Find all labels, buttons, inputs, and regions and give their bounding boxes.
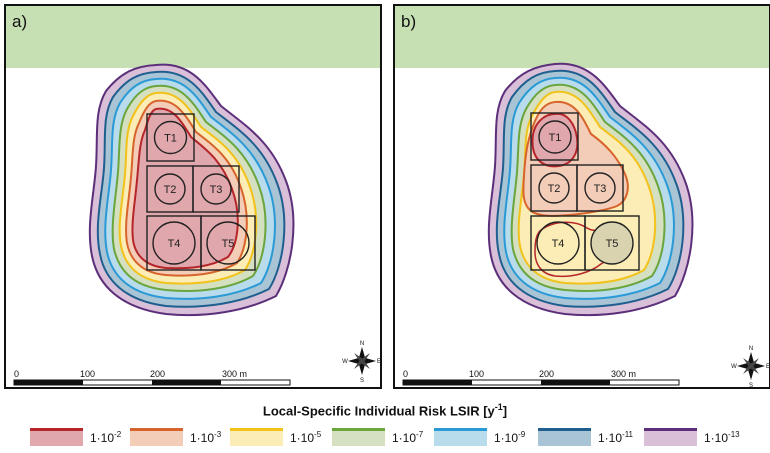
legend-swatch — [538, 428, 591, 446]
tank-circle — [206, 221, 250, 265]
panel-label: b) — [401, 12, 417, 31]
legend-title-close: ] — [502, 403, 508, 419]
south-letter: S — [749, 383, 753, 387]
legend-label: 1·10-9 — [494, 430, 526, 445]
tank-bund — [576, 164, 624, 212]
scale-bar: 0 100 200 300 m — [402, 369, 680, 386]
scale-tick: 200 — [539, 369, 554, 379]
legend-swatch — [332, 428, 385, 446]
contour-bands — [487, 62, 694, 317]
legend-label: 1·10-2 — [90, 430, 122, 445]
tank-label: T5 — [222, 238, 235, 250]
legend-label: 1·10-5 — [290, 430, 322, 445]
tank-label: T1 — [164, 133, 177, 145]
tank-label: T2 — [164, 184, 177, 196]
east-letter: E — [766, 364, 769, 370]
tank-circle — [154, 173, 186, 205]
legend-label: 1·10-13 — [704, 430, 740, 445]
contour-bands — [88, 63, 295, 317]
tank-circle — [152, 221, 196, 265]
tank-circle — [538, 172, 570, 204]
scale-tick: 200 — [150, 369, 165, 379]
tank-label: T3 — [594, 183, 607, 195]
panel-label: a) — [12, 12, 28, 31]
map-panel-a: a) T1 T2 T3 T4 T5 — [4, 4, 382, 389]
tank-bund — [192, 165, 240, 213]
tank-label: T3 — [210, 184, 223, 196]
scale-tick: 100 — [80, 369, 95, 379]
tank-circle — [538, 120, 572, 154]
legend-title-text: Local-Specific Individual Risk LSIR [y — [262, 403, 495, 419]
north-letter: N — [749, 346, 753, 352]
tank-label: T1 — [549, 132, 562, 144]
tank-label: T4 — [168, 238, 181, 250]
tank-circle — [153, 120, 188, 155]
east-letter: E — [377, 359, 380, 365]
scale-tick: 300 m — [222, 369, 247, 379]
scale-bar: 0 100 200 300 m — [13, 369, 291, 386]
tank-label: T4 — [552, 238, 565, 250]
legend-swatch — [130, 428, 183, 446]
scale-tick: 100 — [469, 369, 484, 379]
legend-title: Local-Specific Individual Risk LSIR [y-1… — [0, 402, 770, 418]
north-letter: N — [360, 341, 364, 347]
scale-tick: 0 — [14, 369, 19, 379]
risk-contour-map-b: T1 T2 T3 T4 T5 0 100 200 300 m N W E S — [395, 6, 769, 387]
tank-circle — [590, 221, 634, 265]
south-letter: S — [360, 378, 364, 384]
legend-swatch — [30, 428, 83, 446]
north-arrow-icon: N W E S — [342, 341, 380, 384]
green-band — [395, 6, 769, 68]
legend-label: 1·10-3 — [190, 430, 222, 445]
legend-label: 1·10-11 — [598, 430, 633, 445]
tank-bund — [146, 113, 195, 162]
tank-layout — [530, 112, 640, 271]
legend-title-exponent: -1 — [494, 402, 503, 412]
west-letter: W — [342, 359, 348, 365]
tank-circle — [584, 172, 616, 204]
tank-bund — [200, 215, 256, 271]
tank-bund — [584, 215, 640, 271]
tank-label: T5 — [606, 238, 619, 250]
scale-tick: 300 m — [611, 369, 636, 379]
tank-layout — [146, 113, 256, 271]
tank-circle — [536, 221, 580, 265]
legend-swatch — [434, 428, 487, 446]
legend-swatch — [230, 428, 283, 446]
west-letter: W — [731, 364, 737, 370]
tank-bund — [530, 112, 579, 161]
map-panel-b: b) T1 T2 T3 T4 — [393, 4, 770, 389]
tank-circle — [200, 173, 232, 205]
green-band — [6, 6, 380, 68]
contour-1e-02 — [531, 112, 579, 168]
risk-contour-map-a: T1 T2 T3 T4 T5 0 100 200 300 m N W E S — [6, 6, 380, 386]
legend-swatch — [644, 428, 697, 446]
north-arrow-icon: N W E S — [731, 346, 769, 387]
scale-tick: 0 — [403, 369, 408, 379]
legend-label: 1·10-7 — [392, 430, 424, 445]
tank-label: T2 — [548, 183, 561, 195]
